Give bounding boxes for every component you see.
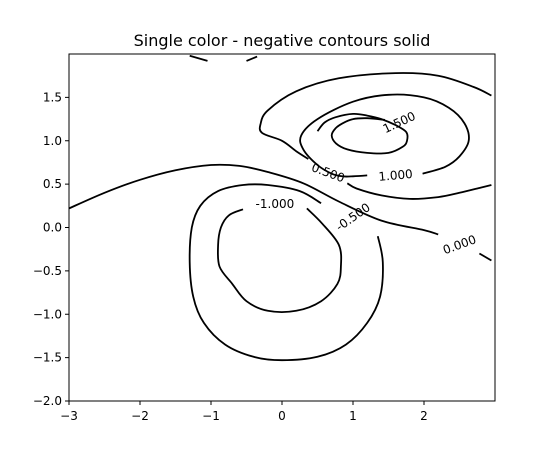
contour-label: 0.500 [310, 160, 347, 185]
x-tick-label: −1 [202, 409, 220, 423]
contour-label: 1.000 [378, 167, 413, 184]
y-tick-label: −0.5 [33, 264, 62, 278]
contour-line-level-0.000 [68, 163, 439, 236]
contour-label: 1.500 [381, 109, 418, 136]
contour-lines [68, 54, 492, 362]
contour-line-level-0.000 [246, 55, 258, 62]
plot-frame [68, 53, 496, 402]
contour-line-level-0.500 [258, 72, 492, 160]
x-tick-label: 0 [278, 409, 286, 423]
contour-label: -1.000 [256, 197, 295, 211]
x-tick-label: 2 [420, 409, 428, 423]
y-tick-label: 0.5 [43, 177, 62, 191]
x-tick-label: −2 [131, 409, 149, 423]
x-tick-label: −3 [60, 409, 78, 423]
contour-label: 0.000 [441, 232, 478, 257]
contour-line-level-1.500 [316, 112, 409, 155]
y-tick-label: −2.0 [33, 394, 62, 408]
y-tick-label: −1.5 [33, 351, 62, 365]
contour-line-level-0.000 [478, 252, 492, 262]
y-tick-label: −1.0 [33, 307, 62, 321]
x-tick-label: 1 [349, 409, 357, 423]
chart-title: Single color - negative contours solid [134, 31, 431, 50]
contour-labels: 1.500 1.000 0.500 0.000 -0.500 -1.000 [256, 109, 478, 257]
y-tick-label: 1.5 [43, 90, 62, 104]
y-axis: −2.0 −1.5 −1.0 −0.5 0.0 0.5 1.0 1.5 [33, 90, 69, 408]
contour-line-level--1.000 [216, 207, 343, 313]
contour-label: -0.500 [333, 200, 373, 234]
contour-line-level-1.000 [299, 93, 470, 178]
x-axis: −3 −2 −1 0 1 2 [60, 401, 428, 423]
contour-line-level-0.000 [189, 54, 208, 62]
y-tick-label: 0.0 [43, 221, 62, 235]
y-tick-label: 1.0 [43, 134, 62, 148]
contour-line-level-0.500 [346, 182, 492, 200]
contour-line-level--0.500 [188, 183, 384, 362]
